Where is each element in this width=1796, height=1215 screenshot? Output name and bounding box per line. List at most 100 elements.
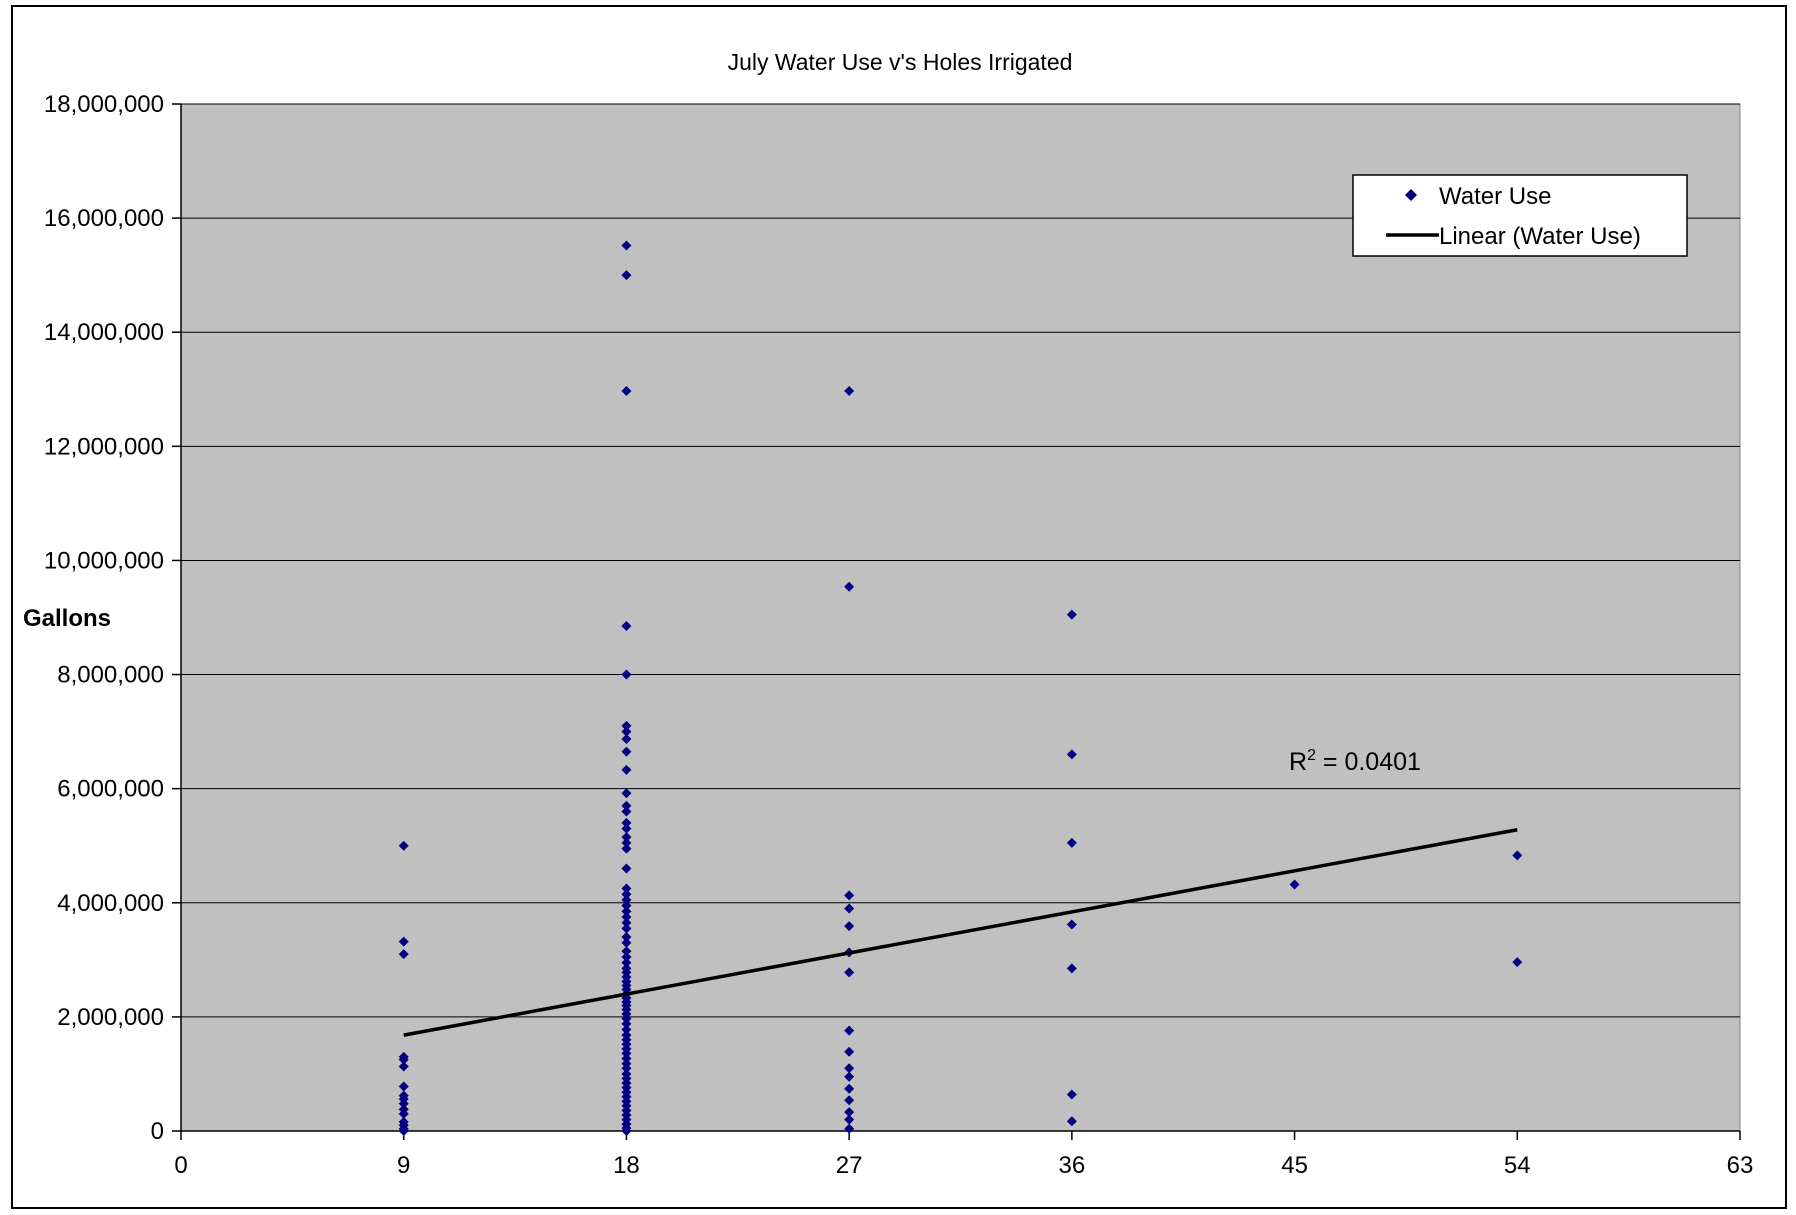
x-tick-label: 45	[1281, 1152, 1308, 1179]
y-tick-label: 6,000,000	[57, 776, 164, 803]
x-tick-label: 27	[836, 1152, 863, 1179]
legend-label-trend: Linear (Water Use)	[1439, 223, 1641, 250]
data-point	[621, 788, 632, 799]
trendline	[403, 828, 1518, 1037]
y-tick-labels: 0 2,000,000 4,000,000 6,000,000 8,000,000 10,…	[44, 91, 164, 1145]
data-point	[844, 1063, 855, 1074]
y-tick-label: 18,000,000	[44, 91, 164, 118]
data-point	[844, 1046, 855, 1057]
data-point	[621, 823, 632, 834]
data-point	[1512, 850, 1523, 861]
y-tick-label: 10,000,000	[44, 547, 164, 574]
legend-label-water-use: Water Use	[1439, 183, 1551, 210]
data-point	[844, 1095, 855, 1106]
y-tick-label: 16,000,000	[44, 205, 164, 232]
data-point	[844, 1083, 855, 1094]
data-point	[621, 806, 632, 817]
x-tick-label: 63	[1727, 1152, 1754, 1179]
data-point	[1066, 749, 1077, 760]
data-point	[621, 1048, 632, 1059]
gridlines	[181, 103, 1740, 1018]
x-tick-label: 18	[613, 1152, 640, 1179]
data-point	[1066, 1089, 1077, 1100]
data-point	[621, 746, 632, 757]
data-point	[844, 1114, 855, 1125]
data-point	[621, 946, 632, 957]
data-point	[1066, 963, 1077, 974]
data-point	[621, 937, 632, 948]
data-point	[621, 1024, 632, 1035]
data-point	[844, 903, 855, 914]
data-point	[844, 890, 855, 901]
data-point	[621, 734, 632, 745]
data-point	[621, 863, 632, 874]
data-point	[621, 621, 632, 632]
data-point	[621, 720, 632, 731]
y-tick-label: 14,000,000	[44, 319, 164, 346]
data-point	[398, 1061, 409, 1072]
data-point	[621, 764, 632, 775]
data-point	[398, 1126, 409, 1136]
data-point	[1066, 609, 1077, 620]
y-axis-label: Gallons	[23, 605, 111, 632]
data-points	[398, 240, 1523, 1136]
plot-area	[180, 103, 1741, 1132]
data-point	[621, 669, 632, 680]
r2-prefix: R	[1289, 748, 1307, 776]
data-point	[621, 951, 632, 962]
data-point	[844, 1025, 855, 1036]
r2-superscript: 2	[1307, 747, 1316, 764]
data-point	[844, 1123, 855, 1134]
data-point	[621, 894, 632, 905]
data-point	[621, 906, 632, 917]
data-point	[621, 385, 632, 396]
data-point	[844, 385, 855, 396]
data-point	[621, 900, 632, 911]
data-point	[844, 967, 855, 978]
data-point	[621, 837, 632, 848]
data-point	[621, 817, 632, 828]
chart-title: July Water Use v's Holes Irrigated	[728, 49, 1073, 75]
data-point	[621, 240, 632, 251]
data-point	[621, 917, 632, 928]
y-tick-label: 0	[151, 1118, 164, 1145]
data-point	[398, 936, 409, 947]
data-point	[621, 889, 632, 900]
data-point	[621, 1063, 632, 1074]
legend-box	[1352, 174, 1688, 257]
x-tick-label: 36	[1059, 1152, 1086, 1179]
data-point	[844, 921, 855, 932]
data-point	[398, 1081, 409, 1092]
r2-suffix: = 0.0401	[1316, 748, 1421, 776]
data-point	[844, 1071, 855, 1082]
data-point	[844, 581, 855, 592]
data-point	[1512, 957, 1523, 968]
data-point	[1066, 1116, 1077, 1127]
data-point	[621, 923, 632, 934]
data-point	[621, 932, 632, 943]
data-point	[621, 800, 632, 811]
data-point	[398, 1098, 409, 1109]
y-tick-label: 4,000,000	[57, 890, 164, 917]
data-point	[621, 1018, 632, 1029]
data-point	[621, 957, 632, 968]
y-tick-label: 2,000,000	[57, 1004, 164, 1031]
data-point	[621, 912, 632, 923]
legend: Water Use Linear (Water Use)	[1352, 174, 1688, 257]
r-squared-annotation: R2 = 0.0401	[1289, 747, 1421, 776]
x-tick-label: 0	[174, 1152, 187, 1179]
data-point	[621, 1053, 632, 1064]
data-point	[621, 270, 632, 281]
x-tick-labels: 0 9 18 27 36 45 54 63	[174, 1152, 1753, 1179]
legend-marker-water-use	[1405, 189, 1417, 201]
y-tick-label: 12,000,000	[44, 433, 164, 460]
data-point	[1289, 879, 1300, 890]
data-point	[1066, 919, 1077, 930]
data-point	[621, 726, 632, 737]
data-point	[398, 949, 409, 960]
data-point	[621, 883, 632, 894]
data-point	[621, 1013, 632, 1024]
data-point	[398, 840, 409, 851]
data-point	[398, 1108, 409, 1119]
